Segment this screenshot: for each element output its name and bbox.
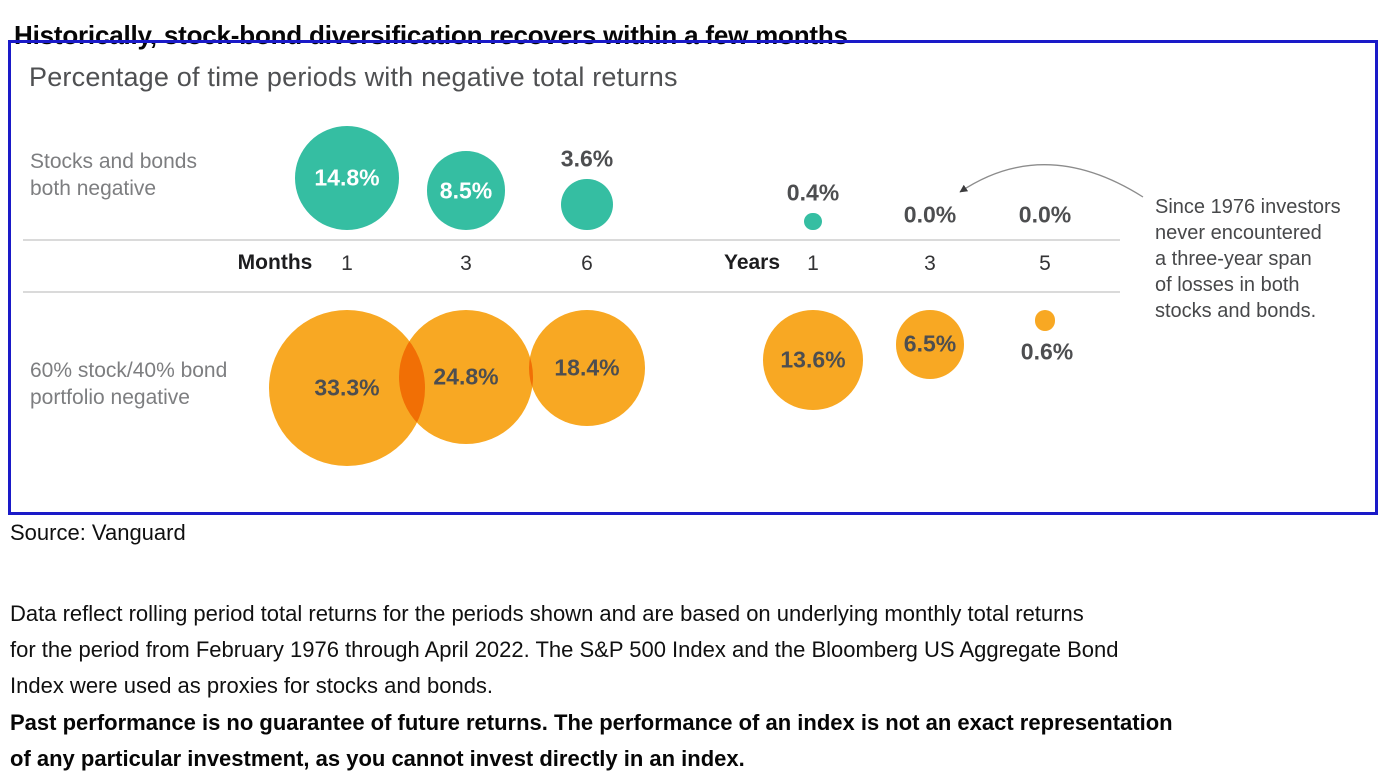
bubble-stocks-bonds-1-month (295, 126, 399, 230)
bubble-value-portfolio: 33.3% (314, 374, 380, 401)
row-label-60-40-portfolio: 60% stock/40% bond portfolio negative (30, 359, 228, 409)
page: { "page": { "title": "Historically, stoc… (8, 20, 1378, 771)
note-text: Data reflect rolling period total return… (10, 601, 1119, 698)
axis-label-months: Months (237, 251, 313, 274)
bubble-value-stocks-bonds: 8.5% (439, 177, 493, 204)
bubble-value-stocks-bonds: 0.4% (786, 179, 840, 206)
bubble-value-portfolio: 13.6% (780, 346, 846, 373)
axis-tick: 3 (924, 252, 936, 275)
bubble-portfolio-3-years (895, 310, 965, 379)
axis-tick: 1 (341, 252, 353, 275)
bubble-stocks-bonds-3-months (426, 151, 506, 230)
bubble-portfolio-3-months (398, 310, 534, 445)
bubble-value-portfolio: 24.8% (433, 363, 499, 390)
bubble-label-layer: 14.8% 8.5% 3.6% 0.4% 0.0% 0.0% 33.3% 24.8% 18.4%… (8, 40, 1378, 515)
axis-tick: 6 (581, 252, 593, 275)
bubble-portfolio-5-years (1034, 310, 1056, 331)
bubble-portfolio-1-year (763, 310, 863, 410)
bubble-stocks-bonds-6-months (561, 178, 613, 230)
row-label-stocks-and-bonds: Stocks and bonds both negative (30, 150, 197, 200)
bubble-value-stocks-bonds: 14.8% (314, 164, 380, 191)
bubble-value-portfolio: 0.6% (1020, 338, 1074, 365)
axis-label-years: Years (723, 251, 781, 274)
axis-tick: 3 (460, 252, 472, 275)
bubble-value-stocks-bonds: 0.0% (1018, 201, 1072, 228)
bubble-portfolio-6-months (529, 310, 645, 426)
bubble-layer-portfolio (8, 40, 1378, 515)
bubble-value-stocks-bonds: 0.0% (903, 201, 957, 228)
bubble-value-portfolio: 18.4% (554, 354, 620, 381)
bubble-stocks-bonds-1-year (804, 212, 822, 230)
axis-line-top (23, 239, 1120, 241)
page-title: Historically, stock-bond diversification… (14, 20, 848, 51)
chart-subtitle: Percentage of time periods with negative… (29, 62, 678, 92)
disclaimer-text: Past performance is no guarantee of futu… (10, 710, 1173, 771)
source-text: Source: Vanguard (10, 520, 186, 545)
axis-line-bottom (23, 291, 1120, 293)
bubble-value-portfolio: 6.5% (903, 330, 957, 357)
bubble-value-stocks-bonds: 3.6% (560, 145, 614, 172)
axis-tick: 5 (1039, 252, 1051, 275)
bubble-layer-stocks-bonds (8, 40, 1378, 515)
annotation-text: Since 1976 investors never encountered a… (1155, 196, 1341, 322)
chart-panel: Percentage of time periods with negative… (8, 40, 1378, 515)
axis-tick: 1 (807, 252, 819, 275)
